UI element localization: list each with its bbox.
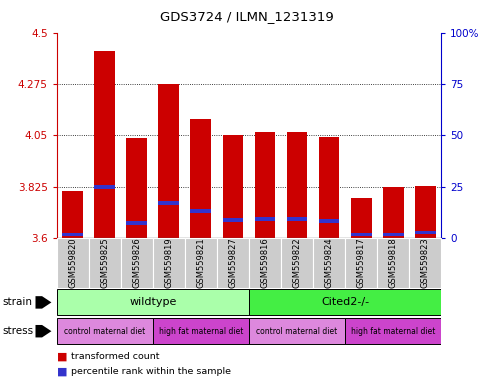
Bar: [153, 318, 249, 344]
Text: GSM559818: GSM559818: [388, 238, 398, 288]
Bar: [313, 238, 345, 288]
Bar: [158, 201, 179, 205]
Bar: [415, 185, 436, 238]
Bar: [351, 233, 372, 237]
FancyArrow shape: [35, 325, 51, 338]
Bar: [286, 217, 308, 220]
Bar: [249, 290, 441, 315]
Bar: [383, 187, 404, 238]
Text: GSM559822: GSM559822: [292, 238, 302, 288]
Bar: [345, 238, 377, 288]
FancyArrow shape: [35, 296, 51, 309]
Bar: [126, 137, 147, 238]
Text: strain: strain: [2, 297, 33, 308]
Bar: [377, 238, 409, 288]
Text: GSM559826: GSM559826: [132, 238, 141, 288]
Text: high fat maternal diet: high fat maternal diet: [351, 327, 435, 336]
Bar: [62, 233, 83, 237]
Text: GSM559816: GSM559816: [260, 238, 270, 288]
Text: GSM559821: GSM559821: [196, 238, 206, 288]
Bar: [153, 238, 185, 288]
Bar: [94, 51, 115, 238]
Text: ■: ■: [57, 367, 67, 377]
Text: GSM559819: GSM559819: [164, 238, 174, 288]
Bar: [222, 135, 244, 238]
Text: GSM559817: GSM559817: [356, 238, 366, 288]
Bar: [222, 218, 244, 222]
Text: percentile rank within the sample: percentile rank within the sample: [71, 367, 232, 376]
Text: wildtype: wildtype: [129, 297, 176, 308]
Bar: [254, 217, 276, 220]
Text: GSM559824: GSM559824: [324, 238, 334, 288]
Text: stress: stress: [2, 326, 34, 336]
Bar: [383, 233, 404, 237]
Text: transformed count: transformed count: [71, 352, 160, 361]
Bar: [190, 209, 211, 212]
Bar: [318, 136, 340, 238]
Bar: [57, 318, 153, 344]
Bar: [57, 290, 249, 315]
Text: Cited2-/-: Cited2-/-: [321, 297, 369, 308]
Text: control maternal diet: control maternal diet: [64, 327, 145, 336]
Text: GSM559825: GSM559825: [100, 238, 109, 288]
Bar: [94, 185, 115, 189]
Bar: [185, 238, 217, 288]
Bar: [281, 238, 313, 288]
Bar: [415, 230, 436, 234]
Text: GSM559827: GSM559827: [228, 238, 238, 288]
Bar: [286, 132, 308, 238]
Text: control maternal diet: control maternal diet: [256, 327, 338, 336]
Text: GDS3724 / ILMN_1231319: GDS3724 / ILMN_1231319: [160, 10, 333, 23]
Bar: [249, 318, 345, 344]
Text: high fat maternal diet: high fat maternal diet: [159, 327, 243, 336]
Bar: [89, 238, 121, 288]
Bar: [62, 191, 83, 238]
Bar: [190, 119, 211, 238]
Bar: [318, 219, 340, 223]
Bar: [121, 238, 153, 288]
Bar: [249, 238, 281, 288]
Bar: [126, 222, 147, 225]
Bar: [217, 238, 249, 288]
Bar: [345, 318, 441, 344]
Bar: [254, 132, 276, 238]
Text: ■: ■: [57, 352, 67, 362]
Text: GSM559823: GSM559823: [421, 238, 430, 288]
Bar: [409, 238, 441, 288]
Bar: [158, 84, 179, 238]
Text: GSM559820: GSM559820: [68, 238, 77, 288]
Bar: [351, 198, 372, 238]
Bar: [57, 238, 89, 288]
